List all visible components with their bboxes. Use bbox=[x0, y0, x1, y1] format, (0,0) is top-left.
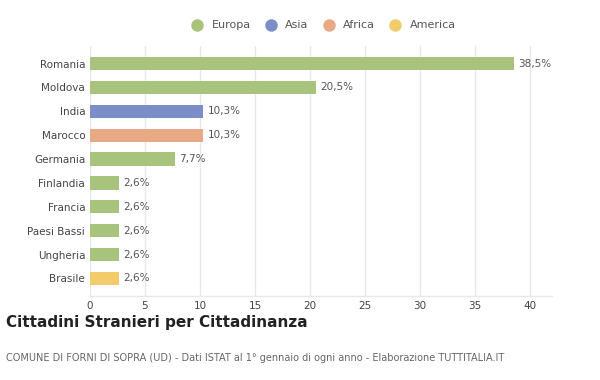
Bar bbox=[90, 81, 316, 94]
Bar bbox=[90, 57, 514, 70]
Text: 2,6%: 2,6% bbox=[123, 202, 149, 212]
Text: 20,5%: 20,5% bbox=[320, 82, 353, 92]
Bar bbox=[90, 128, 203, 142]
Bar bbox=[90, 176, 119, 190]
Text: 10,3%: 10,3% bbox=[208, 106, 241, 116]
Legend: Europa, Asia, Africa, America: Europa, Asia, Africa, America bbox=[182, 16, 460, 35]
Bar bbox=[90, 248, 119, 261]
Bar bbox=[90, 200, 119, 214]
Bar bbox=[90, 105, 203, 118]
Bar bbox=[90, 152, 175, 166]
Bar bbox=[90, 272, 119, 285]
Text: 2,6%: 2,6% bbox=[123, 226, 149, 236]
Text: 10,3%: 10,3% bbox=[208, 130, 241, 140]
Text: 38,5%: 38,5% bbox=[518, 59, 551, 68]
Text: Cittadini Stranieri per Cittadinanza: Cittadini Stranieri per Cittadinanza bbox=[6, 315, 308, 330]
Bar bbox=[90, 224, 119, 237]
Text: COMUNE DI FORNI DI SOPRA (UD) - Dati ISTAT al 1° gennaio di ogni anno - Elaboraz: COMUNE DI FORNI DI SOPRA (UD) - Dati IST… bbox=[6, 353, 504, 363]
Text: 2,6%: 2,6% bbox=[123, 250, 149, 260]
Text: 7,7%: 7,7% bbox=[179, 154, 206, 164]
Text: 2,6%: 2,6% bbox=[123, 274, 149, 283]
Text: 2,6%: 2,6% bbox=[123, 178, 149, 188]
